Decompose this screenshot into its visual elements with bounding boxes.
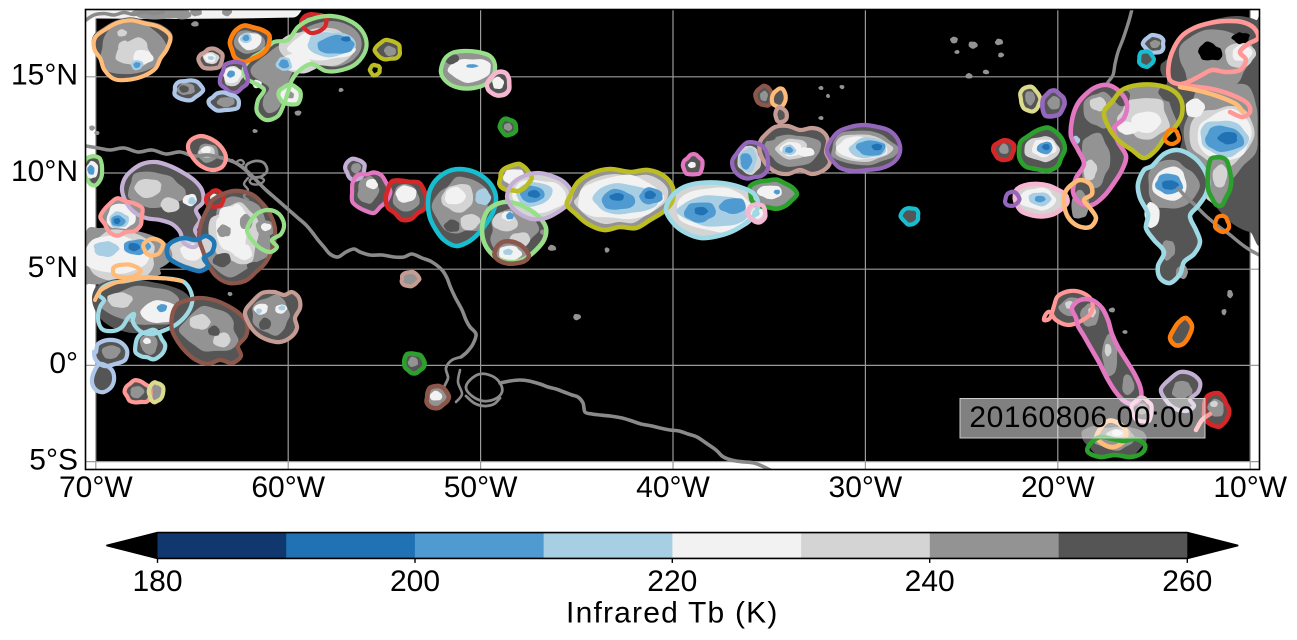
svg-text:15°N: 15°N (11, 59, 78, 92)
svg-text:10°N: 10°N (11, 155, 78, 188)
svg-text:20°W: 20°W (1021, 471, 1095, 504)
svg-text:70°W: 70°W (59, 471, 133, 504)
svg-text:5°N: 5°N (28, 251, 78, 284)
svg-text:0°: 0° (49, 347, 78, 380)
svg-text:20160806 00:00: 20160806 00:00 (969, 401, 1194, 434)
svg-text:240: 240 (905, 565, 955, 598)
svg-text:30°W: 30°W (829, 471, 903, 504)
svg-text:10°W: 10°W (1213, 471, 1287, 504)
svg-text:180: 180 (132, 565, 182, 598)
svg-text:60°W: 60°W (251, 471, 325, 504)
svg-text:Infrared Tb (K): Infrared Tb (K) (566, 597, 779, 630)
svg-text:200: 200 (390, 565, 440, 598)
svg-text:260: 260 (1162, 565, 1212, 598)
svg-text:220: 220 (647, 565, 697, 598)
svg-text:40°W: 40°W (636, 471, 710, 504)
svg-text:50°W: 50°W (444, 471, 518, 504)
svg-text:5°S: 5°S (29, 443, 78, 476)
